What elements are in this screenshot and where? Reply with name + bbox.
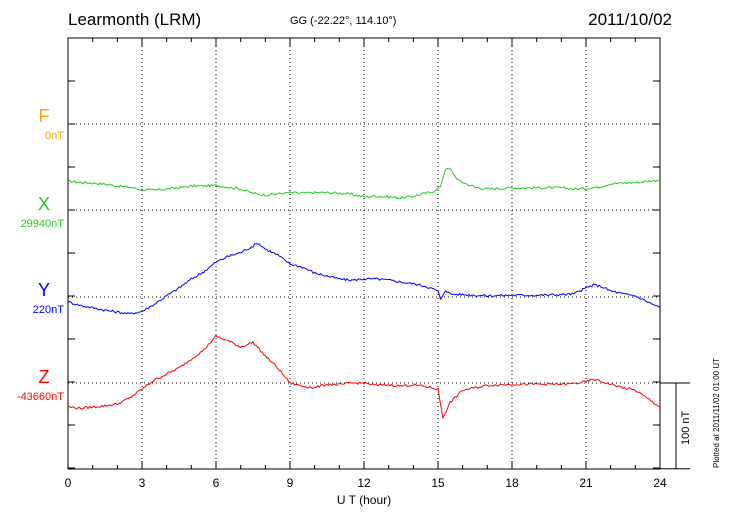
component-y-baseline: 220nT <box>32 304 64 316</box>
x-tick-label: 6 <box>213 476 220 490</box>
x-tick-label: 0 <box>65 476 72 490</box>
component-x-baseline: 29940nT <box>20 218 64 230</box>
component-x-label: X <box>37 194 50 214</box>
x-tick-label: 15 <box>431 476 445 490</box>
series-x-line <box>68 167 661 200</box>
plotted-at-note: Plotted at 2011/11/02 01:00 UT <box>712 357 721 468</box>
x-axis-label: U T (hour) <box>337 493 391 507</box>
x-tick-label: 12 <box>357 476 371 490</box>
station-title: Learmonth (LRM) <box>68 10 202 29</box>
component-z-label: Z <box>38 367 50 387</box>
x-tick-label: 9 <box>287 476 294 490</box>
scale-bar-label: 100 nT <box>680 410 692 445</box>
component-z-baseline: -43660nT <box>16 391 64 403</box>
x-tick-label: 18 <box>505 476 519 490</box>
component-y-label: Y <box>37 280 50 300</box>
x-tick-label: 3 <box>139 476 146 490</box>
series-z-line <box>67 334 661 419</box>
x-tick-label: 21 <box>579 476 593 490</box>
x-tick-label: 24 <box>653 476 667 490</box>
component-f-baseline: 0nT <box>45 130 64 142</box>
series-y-line <box>67 243 661 315</box>
plot-date: 2011/10/02 <box>588 10 672 29</box>
component-f-label: F <box>38 106 50 126</box>
geographic-coordinates: GG (-22.22°, 114.10°) <box>290 15 397 27</box>
